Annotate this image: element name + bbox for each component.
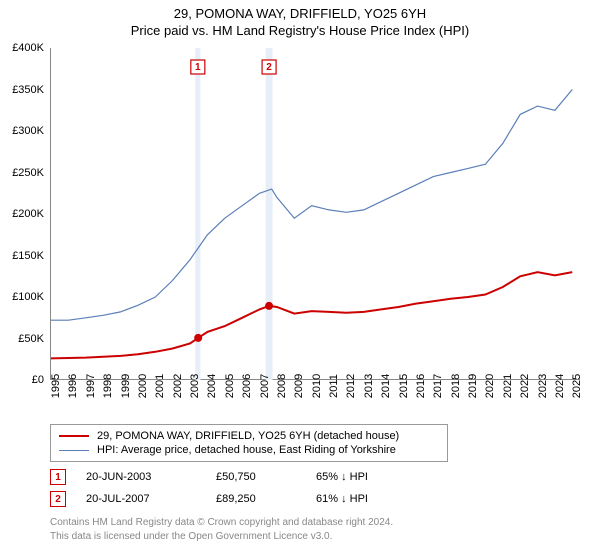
title-line2: Price paid vs. HM Land Registry's House …	[0, 23, 600, 38]
legend-swatch	[59, 450, 89, 451]
y-tick-label: £100K	[12, 291, 44, 303]
y-tick-label: £50K	[18, 333, 44, 345]
x-tick-label: 2017	[432, 374, 444, 398]
y-tick-label: £250K	[12, 167, 44, 179]
x-tick-label: 2024	[554, 374, 566, 398]
legend-label: HPI: Average price, detached house, East…	[97, 444, 396, 456]
x-tick-label: 2008	[276, 374, 288, 398]
chart-container: 29, POMONA WAY, DRIFFIELD, YO25 6YH Pric…	[0, 0, 600, 543]
y-tick-label: £200K	[12, 208, 44, 220]
sale-price: £50,750	[216, 471, 296, 483]
legend: 29, POMONA WAY, DRIFFIELD, YO25 6YH (det…	[50, 424, 448, 462]
x-tick-label: 2023	[537, 374, 549, 398]
footer: Contains HM Land Registry data © Crown c…	[50, 516, 590, 543]
x-tick-label: 2003	[189, 374, 201, 398]
footer-line1: Contains HM Land Registry data © Crown c…	[50, 516, 590, 530]
y-tick-label: £0	[32, 374, 44, 386]
footer-line2: This data is licensed under the Open Gov…	[50, 530, 590, 544]
sale-pct: 61% ↓ HPI	[316, 493, 416, 505]
x-tick-label: 2011	[328, 374, 340, 398]
y-axis-labels: £0£50K£100K£150K£200K£250K£300K£350K£400…	[0, 40, 48, 380]
x-tick-label: 2021	[502, 374, 514, 398]
x-tick-label: 2013	[363, 374, 375, 398]
sales-table: 1 20-JUN-2003 £50,750 65% ↓ HPI 2 20-JUL-2007…	[50, 466, 590, 510]
y-tick-label: £350K	[12, 84, 44, 96]
x-tick-label: 2000	[137, 374, 149, 398]
sale-marker: 1	[50, 469, 66, 485]
x-tick-label: 2019	[467, 374, 479, 398]
x-tick-label: 2025	[571, 374, 583, 398]
x-tick-label: 2016	[415, 374, 427, 398]
x-tick-label: 1996	[67, 374, 79, 398]
x-tick-label: 2007	[259, 374, 271, 398]
x-tick-label: 2004	[206, 374, 218, 398]
sale-row: 1 20-JUN-2003 £50,750 65% ↓ HPI	[50, 466, 590, 488]
x-tick-label: 1995	[50, 374, 62, 398]
title-line1: 29, POMONA WAY, DRIFFIELD, YO25 6YH	[0, 6, 600, 21]
chart-area: £0 £50K £100K £150K £200K £250K £300K £350K £400…	[0, 40, 600, 420]
x-tick-label: 2022	[519, 374, 531, 398]
svg-text:1: 1	[195, 62, 201, 73]
x-tick-label: 2015	[398, 374, 410, 398]
x-tick-label: 2010	[311, 374, 323, 398]
sale-pct: 65% ↓ HPI	[316, 471, 416, 483]
legend-item: 29, POMONA WAY, DRIFFIELD, YO25 6YH (det…	[59, 429, 439, 443]
sale-date: 20-JUL-2007	[86, 493, 196, 505]
title-block: 29, POMONA WAY, DRIFFIELD, YO25 6YH Pric…	[0, 0, 600, 40]
x-tick-label: 2020	[484, 374, 496, 398]
sale-marker: 2	[50, 491, 66, 507]
y-tick-label: £300K	[12, 125, 44, 137]
sale-price: £89,250	[216, 493, 296, 505]
legend-label: 29, POMONA WAY, DRIFFIELD, YO25 6YH (det…	[97, 430, 399, 442]
legend-swatch	[59, 435, 89, 437]
x-axis-labels: 1995199619971998199920002001200220032004…	[50, 382, 580, 420]
x-tick-label: 2014	[380, 374, 392, 398]
x-tick-label: 1997	[85, 374, 97, 398]
y-tick-label: £400K	[12, 42, 44, 54]
legend-item: HPI: Average price, detached house, East…	[59, 443, 439, 457]
x-tick-label: 2002	[172, 374, 184, 398]
x-tick-label: 2009	[293, 374, 305, 398]
x-tick-label: 1998	[102, 374, 114, 398]
x-tick-label: 1999	[120, 374, 132, 398]
plot-area: 12	[50, 48, 580, 380]
x-tick-label: 2018	[450, 374, 462, 398]
y-tick-label: £150K	[12, 250, 44, 262]
sale-date: 20-JUN-2003	[86, 471, 196, 483]
svg-text:2: 2	[266, 62, 272, 73]
sale-row: 2 20-JUL-2007 £89,250 61% ↓ HPI	[50, 488, 590, 510]
x-tick-label: 2005	[224, 374, 236, 398]
plot-svg: 12	[51, 48, 581, 380]
x-tick-label: 2001	[154, 374, 166, 398]
x-tick-label: 2012	[345, 374, 357, 398]
x-tick-label: 2006	[241, 374, 253, 398]
